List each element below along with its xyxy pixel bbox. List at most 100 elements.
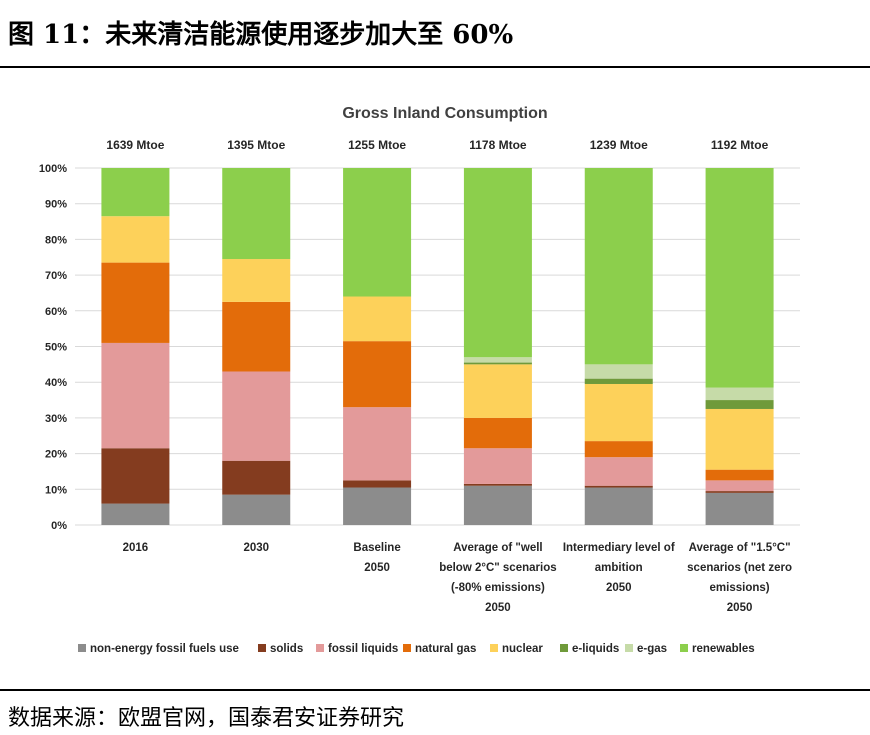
legend-swatch (403, 644, 411, 652)
y-tick-label: 70% (45, 270, 67, 282)
x-tick-label: Intermediary level of (563, 542, 675, 554)
x-tick-label: Average of "well (453, 542, 542, 554)
total-label: 1255 Mtoe (348, 138, 406, 152)
bar-segment (584, 457, 653, 486)
bar-segment (584, 364, 653, 379)
bar-segment (705, 408, 774, 470)
bar-segment (463, 364, 532, 418)
bar-segment (705, 480, 774, 492)
bar-segment (101, 216, 170, 263)
bar-segment (222, 301, 291, 372)
x-tick-label: emissions) (710, 582, 770, 594)
bar-segment (705, 387, 774, 401)
x-axis-labels: 2016 2030 Baseline 2050 Average of "well belo… (123, 542, 792, 614)
legend-swatch (680, 644, 688, 652)
legend-label: e-gas (637, 643, 667, 655)
bar-segment (463, 357, 532, 363)
bar-segment (101, 448, 170, 504)
bar-segment (705, 469, 774, 481)
y-tick-label: 10% (45, 484, 67, 496)
chart-title: Gross Inland Consumption (342, 105, 547, 122)
bar-segment (222, 259, 291, 302)
bar-segment (222, 371, 291, 461)
legend-label: e-liquids (572, 643, 619, 655)
x-tick-label: scenarios (net zero (687, 562, 792, 574)
x-tick-label: 2050 (485, 602, 511, 614)
legend-swatch (560, 644, 568, 652)
y-tick-label: 80% (45, 234, 67, 246)
total-label: 1395 Mtoe (227, 138, 285, 152)
figure-title: 图 11：未来清洁能源使用逐步加大至 60% (8, 20, 514, 50)
bar-segment (705, 400, 774, 409)
legend-swatch (258, 644, 266, 652)
bar-segment (343, 407, 412, 481)
total-labels: 1639 Mtoe 1395 Mtoe 1255 Mtoe 1178 Mtoe 1239… (106, 138, 768, 152)
grid-lines (75, 167, 800, 526)
x-tick-label: 2050 (606, 582, 632, 594)
bar-segment (101, 503, 170, 525)
bar-segment (463, 362, 532, 365)
bar-segment (584, 485, 653, 488)
x-tick-label: 2030 (243, 542, 269, 554)
bar-segment (463, 448, 532, 484)
x-tick-label: 2050 (727, 602, 753, 614)
y-tick-label: 0% (51, 520, 67, 532)
legend-label: fossil liquids (328, 643, 398, 655)
bar-segment (584, 383, 653, 442)
bar-segment (705, 168, 774, 388)
y-tick-label: 30% (45, 413, 67, 425)
bar-segment (343, 487, 412, 525)
x-tick-label: below 2°C" scenarios (439, 562, 556, 574)
bar-segment (584, 378, 653, 384)
y-tick-label: 40% (45, 377, 67, 389)
bar-segment (343, 480, 412, 488)
bar-segment (463, 485, 532, 525)
source-note: 数据来源：欧盟官网，国泰君安证券研究 (8, 706, 405, 731)
legend-label: non-energy fossil fuels use (90, 643, 239, 655)
y-tick-label: 50% (45, 342, 67, 354)
legend-swatch (490, 644, 498, 652)
total-label: 1639 Mtoe (106, 138, 164, 152)
bar-segment (343, 296, 412, 342)
legend-swatch (316, 644, 324, 652)
bar-segment (101, 262, 170, 343)
bars (101, 168, 774, 525)
y-tick-label: 20% (45, 449, 67, 461)
title-rule (0, 66, 870, 68)
bar-segment (222, 168, 291, 260)
bar-segment (584, 487, 653, 525)
bar-segment (463, 417, 532, 449)
legend-swatch (78, 644, 86, 652)
bar-segment (584, 168, 653, 365)
bar-segment (343, 341, 412, 408)
x-tick-label: (-80% emissions) (451, 582, 545, 594)
y-tick-label: 100% (39, 163, 67, 175)
y-tick-label: 60% (45, 306, 67, 318)
legend-label: renewables (692, 643, 755, 655)
bar-segment (705, 492, 774, 525)
y-axis: 0% 10% 20% 30% 40% 50% 60% 70% 80% 90% 100% (39, 163, 67, 532)
bar-segment (705, 491, 774, 493)
legend-label: nuclear (502, 643, 543, 655)
x-tick-label: Average of "1.5°C" (689, 542, 791, 554)
source-rule (0, 689, 870, 691)
bar-segment (463, 483, 532, 486)
bar-segment (343, 168, 412, 297)
x-tick-label: 2016 (123, 542, 149, 554)
bar-segment (222, 494, 291, 525)
bar-segment (101, 342, 170, 449)
y-tick-label: 90% (45, 199, 67, 211)
legend-label: solids (270, 643, 303, 655)
bar-segment (584, 441, 653, 458)
legend-label: natural gas (415, 643, 476, 655)
bar-segment (101, 168, 170, 217)
x-tick-label: Baseline (353, 542, 400, 554)
stacked-bar-chart: Gross Inland Consumption 0% 10% 20% 30% 40% 5… (39, 105, 800, 655)
x-tick-label: 2050 (364, 562, 390, 574)
legend-swatch (625, 644, 633, 652)
total-label: 1178 Mtoe (469, 138, 527, 152)
bar-segment (222, 460, 291, 495)
total-label: 1192 Mtoe (711, 138, 769, 152)
bar-segment (463, 168, 532, 358)
total-label: 1239 Mtoe (590, 138, 648, 152)
